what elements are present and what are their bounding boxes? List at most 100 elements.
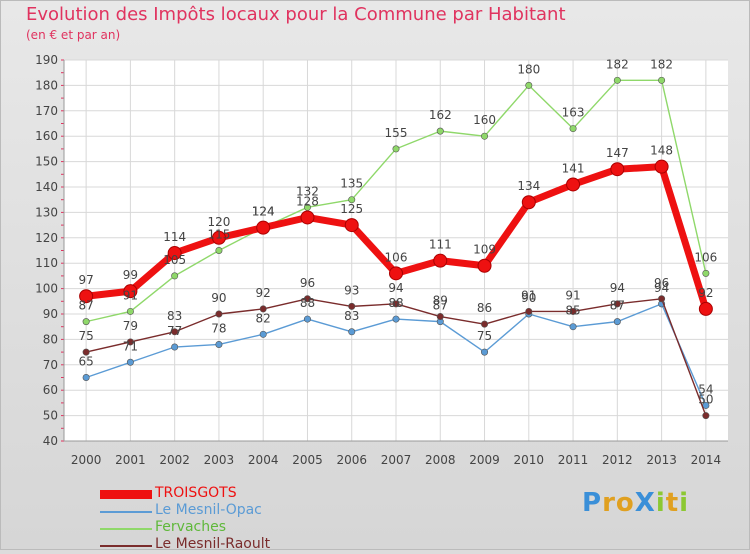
data-label-fervaches: 182 [606, 57, 629, 71]
y-tick-label: 120 [35, 231, 58, 245]
data-label-le-mesnil-raoult: 94 [610, 281, 625, 295]
data-label-le-mesnil-raoult: 96 [300, 276, 315, 290]
legend-item: Fervaches [100, 519, 360, 537]
data-point-le-mesnil-raoult [436, 313, 444, 321]
data-point-troisgots [654, 159, 669, 174]
legend-swatch [100, 510, 152, 513]
logo-letter: i [679, 488, 690, 518]
chart-subtitle: (en € et par an) [26, 28, 121, 42]
data-label-le-mesnil-opac: 65 [78, 355, 93, 369]
data-label-troisgots: 111 [429, 238, 452, 252]
data-label-fervaches: 180 [517, 62, 540, 76]
legend-swatch [100, 490, 152, 499]
data-point-le-mesnil-raoult [348, 302, 356, 310]
data-point-le-mesnil-opac [259, 330, 267, 338]
data-label-troisgots: 109 [473, 243, 496, 257]
data-point-le-mesnil-raoult [392, 300, 400, 308]
logo-letter: i [655, 488, 666, 518]
data-point-fervaches [215, 247, 223, 255]
x-tick-label: 2008 [425, 453, 456, 467]
x-tick-label: 2005 [292, 453, 323, 467]
data-point-troisgots [698, 301, 713, 316]
y-tick-label: 180 [35, 78, 58, 92]
data-point-troisgots [211, 230, 226, 245]
y-tick-label: 110 [35, 256, 58, 270]
data-label-fervaches: 135 [340, 177, 363, 191]
data-label-troisgots: 99 [123, 268, 138, 282]
data-point-troisgots [521, 195, 536, 210]
data-label-le-mesnil-raoult: 91 [565, 288, 580, 302]
data-point-fervaches [348, 196, 356, 204]
y-tick-label: 150 [35, 155, 58, 169]
data-point-fervaches [436, 127, 444, 135]
data-label-le-mesnil-opac: 77 [167, 324, 182, 338]
y-tick-label: 170 [35, 104, 58, 118]
logo-letter: r [602, 488, 616, 518]
x-tick-label: 2002 [159, 453, 190, 467]
data-label-le-mesnil-opac: 88 [300, 296, 315, 310]
data-label-fervaches: 115 [207, 228, 230, 242]
data-label-le-mesnil-opac: 85 [565, 304, 580, 318]
data-label-le-mesnil-opac: 83 [344, 309, 359, 323]
data-point-fervaches [702, 269, 710, 277]
data-label-troisgots: 141 [562, 161, 585, 175]
y-tick-label: 190 [35, 53, 58, 67]
legend-label: Fervaches [155, 519, 226, 535]
data-point-le-mesnil-raoult [126, 338, 134, 346]
logo-letter: o [615, 488, 635, 518]
logo-letter: X [634, 488, 656, 518]
data-label-troisgots: 134 [517, 179, 540, 193]
data-label-le-mesnil-opac: 78 [211, 321, 226, 335]
data-label-le-mesnil-opac: 94 [654, 281, 669, 295]
data-point-le-mesnil-raoult [702, 412, 710, 420]
data-point-fervaches [481, 132, 489, 140]
data-label-troisgots: 106 [385, 250, 408, 264]
data-label-le-mesnil-opac: 75 [477, 329, 492, 343]
data-label-le-mesnil-raoult: 86 [477, 301, 492, 315]
data-point-le-mesnil-opac [569, 323, 577, 331]
data-point-fervaches [171, 272, 179, 280]
data-label-troisgots: 125 [340, 202, 363, 216]
data-label-le-mesnil-raoult: 91 [521, 288, 536, 302]
y-tick-label: 40 [43, 434, 58, 448]
data-point-le-mesnil-opac [215, 340, 223, 348]
x-tick-label: 2013 [646, 453, 677, 467]
data-point-le-mesnil-opac [82, 373, 90, 381]
data-point-le-mesnil-raoult [259, 305, 267, 313]
data-label-le-mesnil-opac: 71 [123, 339, 138, 353]
chart-legend: TROISGOTS Le Mesnil-Opac Fervaches Le Mesni… [100, 485, 360, 554]
y-tick-label: 60 [43, 383, 58, 397]
data-label-troisgots: 97 [78, 273, 93, 287]
data-point-le-mesnil-raoult [658, 295, 666, 303]
data-label-fervaches: 105 [163, 253, 186, 267]
data-point-fervaches [126, 307, 134, 315]
x-tick-label: 2009 [469, 453, 500, 467]
data-label-le-mesnil-raoult: 90 [211, 291, 226, 305]
x-tick-label: 2007 [381, 453, 412, 467]
logo-letter: t [665, 488, 680, 518]
data-point-le-mesnil-raoult [215, 310, 223, 318]
data-point-le-mesnil-opac [303, 315, 311, 323]
data-point-troisgots [79, 289, 94, 304]
legend-swatch [100, 527, 152, 530]
legend-label: TROISGOTS [155, 485, 237, 501]
data-label-fervaches: 155 [385, 126, 408, 140]
data-label-le-mesnil-opac: 82 [256, 311, 271, 325]
data-label-troisgots: 92 [698, 286, 713, 300]
y-tick-label: 140 [35, 180, 58, 194]
x-tick-label: 2001 [115, 453, 146, 467]
y-tick-label: 160 [35, 129, 58, 143]
data-label-fervaches: 160 [473, 113, 496, 127]
y-tick-label: 80 [43, 332, 58, 346]
data-label-le-mesnil-opac: 90 [521, 291, 536, 305]
data-label-le-mesnil-raoult: 83 [167, 309, 182, 323]
data-point-le-mesnil-opac [613, 318, 621, 326]
data-label-le-mesnil-raoult: 75 [78, 329, 93, 343]
data-point-troisgots [123, 284, 138, 299]
data-point-le-mesnil-opac [392, 315, 400, 323]
data-point-le-mesnil-opac [126, 358, 134, 366]
data-label-fervaches: 163 [562, 106, 585, 120]
legend-item: TROISGOTS [100, 485, 360, 503]
data-label-le-mesnil-raoult: 94 [388, 281, 403, 295]
